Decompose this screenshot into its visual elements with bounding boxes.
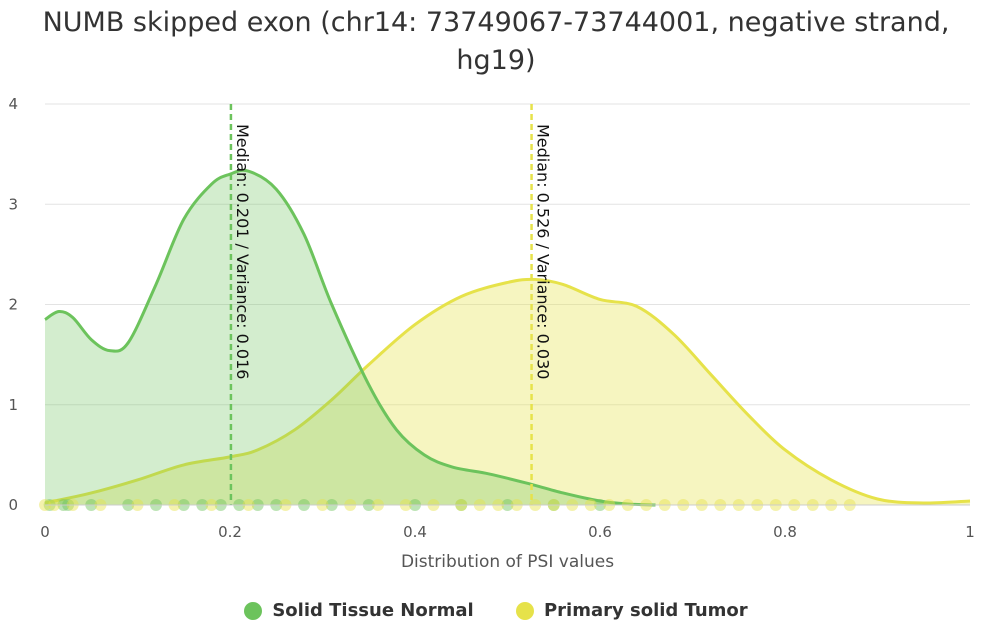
y-tick-label: 4 xyxy=(8,95,18,113)
chart-title: NUMB skipped exon (chr14: 73749067-73744… xyxy=(42,7,950,76)
median-label-tumor: Median: 0.526 / Variance: 0.030 xyxy=(534,124,553,379)
density-line-tumor[interactable] xyxy=(44,277,971,505)
legend-normal-label: Solid Tissue Normal xyxy=(272,600,474,621)
density-area-normal[interactable] xyxy=(45,170,656,505)
y-tick-label: 1 xyxy=(8,396,18,414)
median-label-normal: Median: 0.201 / Variance: 0.016 xyxy=(233,124,252,379)
legend-item-normal[interactable]: Solid Tissue Normal xyxy=(244,600,474,621)
density-areas[interactable] xyxy=(44,168,971,507)
legend-normal-dot-icon xyxy=(244,601,263,620)
x-tick-label: 0.6 xyxy=(588,523,612,541)
legend-tumor-dot-icon xyxy=(515,601,534,620)
axes: 0 1 2 3 4 0 0.2 0.4 0.6 0.8 1 Distribution of PSI v… xyxy=(8,95,974,572)
y-tick-label: 2 xyxy=(8,296,18,314)
legend: Solid Tissue Normal Primary solid Tumor xyxy=(0,600,992,625)
x-tick-label: 0 xyxy=(40,523,50,541)
legend-item-tumor[interactable]: Primary solid Tumor xyxy=(515,600,748,621)
density-area-tumor[interactable] xyxy=(45,279,970,505)
density-line-normal[interactable] xyxy=(44,168,656,507)
x-tick-label: 1 xyxy=(965,523,975,541)
x-tick-label: 0.8 xyxy=(773,523,797,541)
median-lines: Median: 0.201 / Variance: 0.016 Median: 0… xyxy=(229,104,553,505)
x-tick-label: 0.2 xyxy=(218,523,242,541)
y-tick-label: 3 xyxy=(8,195,18,213)
legend-tumor-label: Primary solid Tumor xyxy=(543,600,748,621)
x-axis-title: Distribution of PSI values xyxy=(401,552,614,572)
y-tick-label: 0 xyxy=(8,496,18,514)
x-tick-label: 0.4 xyxy=(403,523,427,541)
